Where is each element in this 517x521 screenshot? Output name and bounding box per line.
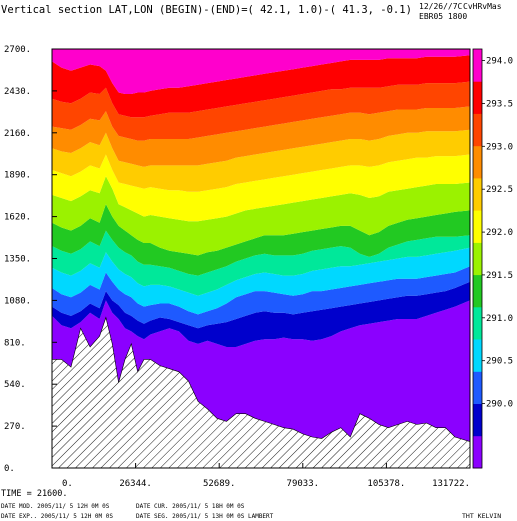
colorbar-label: 290.0 [486, 400, 513, 410]
colorbar-swatch [473, 306, 482, 340]
colorbar-swatch [473, 339, 482, 372]
colorbar-label: 293.5 [486, 100, 513, 110]
x-tick-label: 105378. [367, 479, 405, 489]
y-tick-label: 1080. [4, 296, 31, 306]
x-tick-label: 79033. [287, 479, 320, 489]
y-tick-label: 1890. [4, 171, 31, 181]
colorbar: 290.0 290.5 291.0 291.5 292.0 292.5 293.0 293.5… [472, 48, 513, 469]
colorbar-label: 292.0 [486, 228, 513, 238]
colorbar-swatch [473, 210, 482, 243]
colorbar-label: 293.0 [486, 142, 513, 152]
y-tick-label: 2160. [4, 129, 31, 139]
chart-title: Vertical section LAT,LON (BEGIN)-(END)=(… [1, 4, 412, 16]
x-axis: 0. 26344. 52689. 79033. 105378. 131722. [51, 463, 471, 489]
footer-date-exp: DATE EXP.. 2005/11/ 5 12H 0M 0S [1, 513, 113, 520]
footer-field-label: THT KELVIN [462, 512, 501, 520]
colorbar-swatch [473, 242, 482, 276]
footer-date-cur: DATE CUR. 2005/11/ 5 18H 0M 0S [136, 503, 245, 510]
footer-date-seg: DATE SEG. 2005/11/ 5 13H 0M 0S LAMBERT [136, 513, 274, 520]
y-tick-label: 1620. [4, 213, 31, 223]
colorbar-swatch [473, 113, 482, 147]
y-tick-label: 540. [4, 380, 26, 390]
contour-band [52, 129, 470, 192]
x-tick-label: 0. [62, 479, 73, 489]
contour-band [52, 81, 470, 141]
header-date: 12/26//7C [419, 2, 463, 11]
colorbar-swatch [473, 403, 482, 437]
contour-band [52, 204, 470, 276]
colorbar-frame [472, 48, 483, 469]
colorbar-label: 292.5 [486, 185, 513, 195]
terrain-area [52, 316, 470, 468]
y-tick-label: 2430. [4, 87, 31, 97]
contour-band [52, 106, 470, 167]
header-code: EBR05 1800 [419, 12, 467, 21]
y-tick-label: 2700. [4, 45, 31, 55]
colorbar-swatch [473, 177, 482, 211]
contour-band [52, 154, 470, 222]
footer-time: TIME = 21600. [1, 489, 68, 499]
contour-band [52, 176, 470, 256]
colorbar-swatch [473, 274, 482, 308]
x-tick-label: 26344. [119, 479, 152, 489]
colorbar-swatch [473, 371, 482, 404]
colorbar-swatch [473, 49, 482, 82]
contour-band [52, 281, 470, 347]
colorbar-label: 291.5 [486, 271, 513, 281]
y-tick-label: 1350. [4, 255, 31, 265]
x-tick-label: 131722. [432, 479, 470, 489]
colorbar-label: 291.0 [486, 314, 513, 324]
colorbar-label: 290.5 [486, 357, 513, 367]
contour-band [52, 55, 470, 118]
x-tick-label: 52689. [203, 479, 236, 489]
contour-band [52, 230, 470, 296]
colorbar-swatch [473, 145, 482, 179]
colorbar-swatch [473, 81, 482, 114]
contour-band [52, 247, 470, 315]
footer-date-mod: DATE MOD. 2005/11/ 5 12H 0M 0S [1, 503, 110, 510]
y-tick-label: 270. [4, 422, 26, 432]
contour-band [52, 266, 470, 329]
y-tick-label: 810. [4, 338, 26, 348]
colorbar-label: 294.0 [486, 57, 513, 67]
terrain-hatch [52, 316, 470, 468]
y-tick-label: 0. [4, 464, 15, 474]
colorbar-swatch [473, 435, 482, 469]
y-axis: 0. 270. 540. 810. 1080. 1350. 1620. 1890. 2160. 2… [4, 45, 57, 474]
contour-band [52, 49, 470, 94]
header-user: CvHRvMas [463, 2, 502, 11]
